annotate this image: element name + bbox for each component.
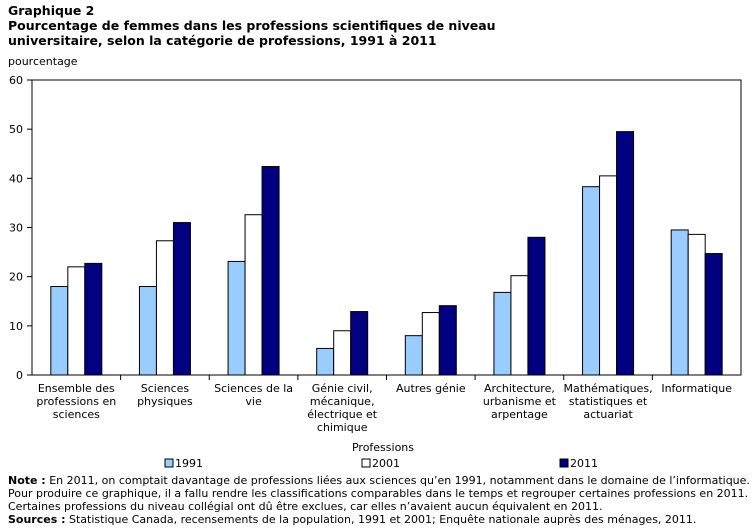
bar-2011 [438,305,457,376]
bar-2011 [350,311,369,376]
category-label: physiques [137,395,193,408]
bar-2001 [333,330,352,376]
category-label: Architecture, [484,382,555,395]
chart-title-block: Graphique 2 Pourcentage de femmes dans l… [8,3,748,48]
bar-2011 [172,222,191,376]
legend-label-2011: 2011 [570,457,598,470]
category-label: Ensemble des [38,382,115,395]
bar-1991 [50,286,69,376]
bar-1991 [138,286,157,376]
sources-text: Statistique Canada, recensements de la p… [65,513,697,526]
notes-block: Note : En 2011, on comptait davantage de… [8,474,752,526]
note-line-2: Pour produire ce graphique, il a fallu r… [8,487,749,500]
chart-title-line-2: universitaire, selon la catégorie de pro… [8,33,437,48]
sources-line: Sources : Statistique Canada, recensemen… [8,513,752,526]
bar-2001 [421,312,440,376]
legend-swatch-1991 [164,458,174,468]
y-tick-label: 60 [9,74,23,87]
bar-2011 [84,262,103,376]
category-label: professions en [36,395,116,408]
category-label: Informatique [661,382,732,395]
category-label: Sciences de la [214,382,293,395]
y-tick-label: 50 [9,123,23,136]
bar-2001 [155,240,174,376]
category-label: Autres génie [396,382,466,395]
y-tick-label: 40 [9,172,23,185]
category-label: statistiques et [569,395,648,408]
y-tick-label: 20 [9,271,23,284]
category-label: chimique [317,421,368,434]
category-label: mécanique, [310,395,375,408]
category-label: vie [245,395,262,408]
bar-1991 [670,229,689,376]
bar-chart: pourcentage Professions 0 10 20 30 40 50 60 Ens… [8,55,742,470]
legend-label-1991: 1991 [175,457,203,470]
bar-2011 [261,166,280,376]
note-line-3: Certaines professions du niveau collégia… [8,500,603,513]
note-label: Note : [8,474,46,487]
bar-1991 [316,347,335,376]
y-axis-label: pourcentage [8,55,78,68]
bar-2011 [616,131,635,376]
category-label: arpentage [491,408,548,421]
bar-2001 [67,266,86,376]
category-label: Sciences [141,382,190,395]
chart-title-line-1: Pourcentage de femmes dans les professio… [8,18,496,33]
bar-1991 [582,186,601,376]
y-tick-label: 10 [9,320,23,333]
legend-swatch-2001 [361,458,371,468]
category-label: électrique et [307,408,378,421]
category-label: sciences [53,408,100,421]
note-line-1: Note : En 2011, on comptait davantage de… [8,474,752,487]
bar-2001 [510,275,529,376]
bar-1991 [493,291,512,376]
sources-label: Sources : [8,513,66,526]
category-label: Mathématiques, [564,382,653,395]
category-label: urbanisme et [483,395,557,408]
y-tick-label: 30 [9,222,23,235]
bar-2001 [244,214,263,376]
plot-frame [31,79,742,376]
category-label: actuariat [583,408,633,421]
legend-label-2001: 2001 [372,457,400,470]
bar-2001 [687,233,706,376]
bar-1991 [404,335,423,376]
chart-number: Graphique 2 [8,3,95,18]
x-axis-label: Professions [352,441,414,454]
bar-1991 [227,260,246,376]
y-tick-label: 0 [16,369,23,382]
note-text-1: En 2011, on comptait davantage de profes… [45,474,750,487]
bar-2011 [527,236,546,376]
category-label: Génie civil, [312,382,373,395]
legend-swatch-2011 [559,458,569,468]
bar-2001 [599,175,618,376]
bar-2011 [704,253,723,376]
